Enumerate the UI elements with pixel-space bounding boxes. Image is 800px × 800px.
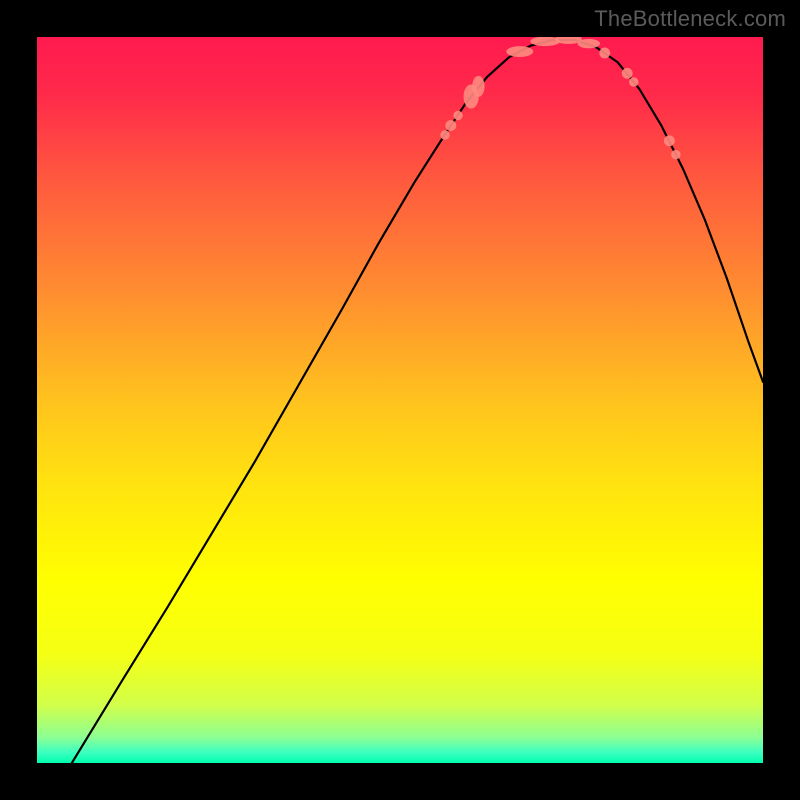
data-marker bbox=[672, 150, 681, 159]
chart-plot-area bbox=[37, 37, 763, 763]
data-marker bbox=[454, 111, 463, 120]
data-marker bbox=[629, 78, 638, 87]
data-marker bbox=[578, 39, 600, 48]
data-marker bbox=[622, 68, 632, 78]
data-marker bbox=[441, 131, 450, 140]
data-marker bbox=[473, 76, 485, 96]
data-marker bbox=[600, 48, 610, 58]
data-marker bbox=[555, 37, 581, 44]
data-marker bbox=[507, 46, 533, 56]
data-marker bbox=[446, 120, 456, 130]
gradient-background bbox=[37, 37, 763, 763]
data-marker bbox=[664, 136, 674, 146]
watermark-text: TheBottleneck.com bbox=[594, 6, 786, 32]
bottleneck-chart bbox=[37, 37, 763, 763]
